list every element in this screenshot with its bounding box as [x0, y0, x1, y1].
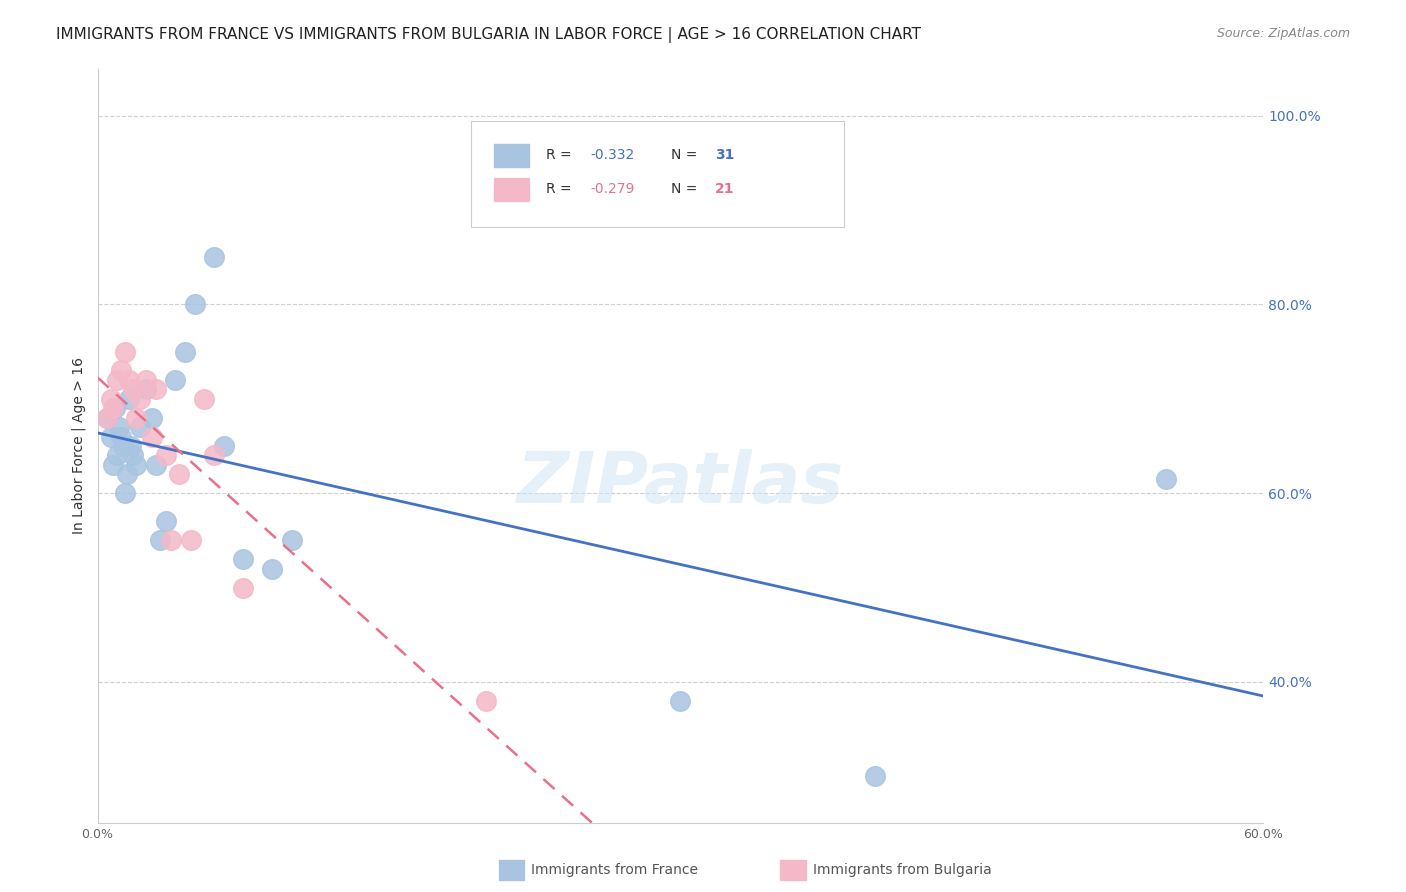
Point — [125, 410, 148, 425]
Text: R =: R = — [547, 182, 576, 195]
Text: N =: N = — [671, 182, 702, 195]
Text: Immigrants from France: Immigrants from France — [531, 863, 699, 877]
Text: -0.332: -0.332 — [591, 147, 636, 161]
Point — [149, 533, 172, 548]
Text: 31: 31 — [716, 147, 735, 161]
Point — [101, 401, 124, 416]
FancyBboxPatch shape — [471, 121, 844, 227]
Point — [101, 458, 124, 472]
Point — [115, 467, 138, 482]
FancyBboxPatch shape — [494, 178, 529, 201]
Point — [145, 383, 167, 397]
Point — [863, 769, 886, 783]
Point — [105, 449, 128, 463]
Point — [100, 429, 122, 443]
Point — [111, 439, 134, 453]
Point — [141, 429, 163, 443]
Point — [155, 515, 177, 529]
Point — [100, 392, 122, 406]
Point — [160, 533, 183, 548]
Point — [117, 392, 139, 406]
Point — [110, 429, 132, 443]
Point — [141, 410, 163, 425]
Point — [669, 694, 692, 708]
Point — [202, 449, 225, 463]
Text: Immigrants from Bulgaria: Immigrants from Bulgaria — [813, 863, 991, 877]
Point — [114, 486, 136, 500]
Point — [183, 297, 205, 311]
Point — [1154, 472, 1177, 486]
Point — [281, 533, 304, 548]
Text: Source: ZipAtlas.com: Source: ZipAtlas.com — [1216, 27, 1350, 40]
Point — [105, 373, 128, 387]
Point — [202, 250, 225, 264]
Point — [145, 458, 167, 472]
Point — [110, 363, 132, 377]
Point — [155, 449, 177, 463]
Text: ZIPatlas: ZIPatlas — [516, 450, 844, 518]
Point — [180, 533, 202, 548]
Text: 21: 21 — [716, 182, 735, 195]
Y-axis label: In Labor Force | Age > 16: In Labor Force | Age > 16 — [72, 358, 86, 534]
FancyBboxPatch shape — [494, 144, 529, 167]
Point — [165, 373, 187, 387]
Point — [232, 552, 254, 566]
Point — [117, 373, 139, 387]
Point — [129, 392, 152, 406]
Text: IMMIGRANTS FROM FRANCE VS IMMIGRANTS FROM BULGARIA IN LABOR FORCE | AGE > 16 COR: IMMIGRANTS FROM FRANCE VS IMMIGRANTS FRO… — [56, 27, 921, 43]
Text: N =: N = — [671, 147, 702, 161]
Point — [232, 581, 254, 595]
Point — [96, 410, 118, 425]
Point — [108, 420, 131, 434]
Point — [121, 383, 143, 397]
Text: R =: R = — [547, 147, 576, 161]
Point — [212, 439, 235, 453]
Text: -0.279: -0.279 — [591, 182, 636, 195]
Point — [262, 562, 284, 576]
Point — [167, 467, 190, 482]
Point — [104, 401, 127, 416]
Point — [120, 439, 142, 453]
Point — [121, 449, 143, 463]
Point — [135, 373, 157, 387]
Point — [135, 383, 157, 397]
Point — [193, 392, 215, 406]
Point — [125, 458, 148, 472]
Point — [114, 344, 136, 359]
Point — [129, 420, 152, 434]
Point — [96, 410, 118, 425]
Point — [475, 694, 498, 708]
Point — [174, 344, 197, 359]
